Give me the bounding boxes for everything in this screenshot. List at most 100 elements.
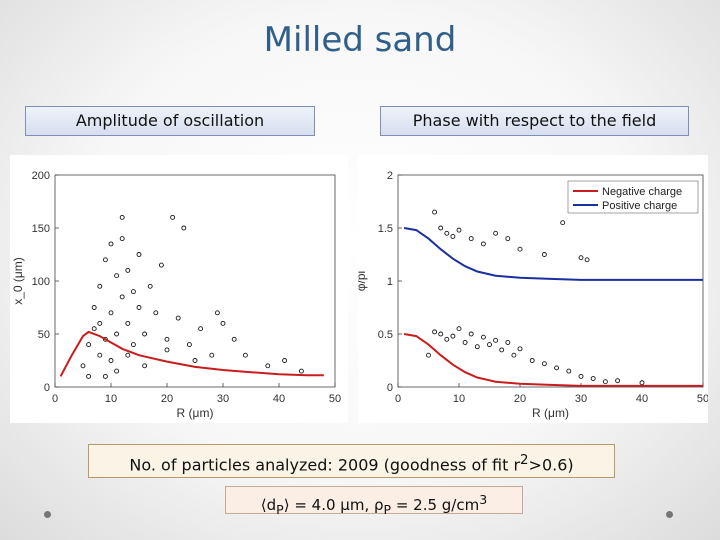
particle-point — [493, 337, 499, 343]
particle-point — [450, 333, 456, 339]
particle-point — [499, 347, 505, 353]
particle-point — [91, 326, 97, 332]
x-tick-label: 50 — [329, 393, 341, 405]
particle-point — [566, 368, 572, 374]
particle-point — [541, 361, 547, 367]
formula-sub: P — [276, 502, 284, 517]
particle-point — [450, 234, 456, 239]
particle-point — [198, 326, 204, 332]
particle-point — [102, 373, 108, 379]
particle-point — [125, 320, 131, 326]
particle-point — [517, 346, 523, 352]
decor-dot-left — [44, 511, 51, 518]
particle-point — [456, 227, 462, 233]
particle-point — [444, 230, 450, 236]
phase-chart-panel: 0 10 20 30 40 50 0 0.5 1 1.5 2 R (μm) φ/pi Negative c… — [354, 155, 709, 423]
y-tick-label: 0 — [44, 382, 50, 394]
slide-title: Milled sand — [263, 20, 457, 60]
formula-sup: 3 — [479, 492, 488, 507]
x-tick-label: 30 — [217, 393, 229, 405]
particle-point — [265, 363, 271, 369]
particle-point — [480, 334, 486, 340]
fit-curve-negative-charge — [403, 333, 703, 387]
phase-label: Phase with respect to the field — [380, 106, 689, 136]
particle-point — [474, 344, 480, 350]
particle-point — [615, 378, 621, 384]
y-tick-label: 1 — [387, 276, 393, 288]
particle-point — [578, 373, 584, 379]
particle-point — [209, 352, 215, 358]
particle-point — [114, 368, 120, 374]
particle-point — [130, 342, 136, 348]
particle-point — [462, 340, 468, 345]
formula-mid: ⟩ = 4.0 μm, ρ — [283, 496, 384, 514]
particle-point — [102, 257, 108, 263]
particle-point — [541, 252, 547, 257]
particle-point — [242, 352, 248, 358]
y-tick-label: 2 — [387, 170, 393, 182]
x-tick-label: 50 — [697, 393, 708, 405]
particle-point — [80, 363, 86, 369]
formula-rhs: = 2.5 g/cm — [391, 496, 480, 514]
particle-point — [86, 373, 92, 379]
particle-point — [602, 379, 608, 385]
particles-note: No. of particles analyzed: 2009 (goodnes… — [88, 444, 615, 478]
particle-point — [114, 331, 120, 337]
y-tick-label: 0.5 — [378, 329, 393, 341]
particle-point — [164, 347, 170, 353]
particle-point — [108, 310, 114, 316]
particle-point — [505, 340, 511, 345]
particle-point — [136, 305, 142, 310]
particle-point — [125, 352, 131, 358]
particle-point — [142, 363, 148, 369]
legend-label: Negative charge — [602, 186, 682, 198]
particle-point — [432, 209, 438, 215]
particle-point — [125, 267, 131, 273]
particle-point — [142, 331, 148, 337]
y-tick-label: 0 — [387, 382, 393, 394]
note-text: No. of particles analyzed: 2009 (goodnes… — [129, 455, 521, 475]
particle-point — [119, 236, 125, 242]
particle-point — [438, 331, 444, 337]
decor-dot-right — [666, 511, 673, 518]
phase-chart: 0 10 20 30 40 50 0 0.5 1 1.5 2 R (μm) φ/pi Negative c… — [354, 170, 709, 420]
particle-point — [153, 310, 159, 316]
x-tick-label: 10 — [105, 393, 117, 405]
x-tick-label: 0 — [52, 393, 58, 405]
particle-point — [108, 358, 114, 363]
y-axis-label: x_0 (μm) — [11, 257, 25, 305]
particle-point — [170, 214, 176, 220]
particle-point — [147, 283, 153, 289]
particle-point — [456, 326, 462, 332]
particle-point — [444, 336, 450, 342]
x-tick-label: 10 — [453, 393, 465, 405]
particle-point — [517, 246, 523, 252]
particle-point — [493, 230, 499, 236]
legend-label: Positive charge — [602, 200, 677, 212]
particle-point — [181, 225, 187, 231]
particle-point — [91, 305, 97, 310]
y-tick-label: 200 — [32, 170, 50, 182]
y-tick-label: 150 — [32, 223, 50, 235]
particle-point — [119, 214, 125, 220]
particle-point — [426, 352, 431, 358]
particle-point — [554, 365, 560, 371]
legend-box — [567, 180, 699, 214]
amplitude-label: Amplitude of oscillation — [25, 106, 315, 136]
y-tick-label: 100 — [32, 276, 50, 288]
y-tick-label: 50 — [38, 329, 50, 341]
x-tick-label: 20 — [514, 393, 526, 405]
particle-point — [220, 320, 226, 326]
particle-point — [97, 352, 103, 358]
particle-point — [584, 257, 590, 263]
particle-point — [214, 310, 220, 316]
particle-point — [130, 289, 136, 295]
particle-point — [164, 336, 170, 342]
particle-point — [282, 358, 288, 363]
particle-point — [108, 241, 114, 247]
y-tick-label: 1.5 — [378, 223, 393, 235]
particle-point — [487, 342, 492, 348]
particle-point — [298, 368, 304, 374]
particle-point — [578, 255, 584, 261]
particle-point — [639, 380, 645, 386]
